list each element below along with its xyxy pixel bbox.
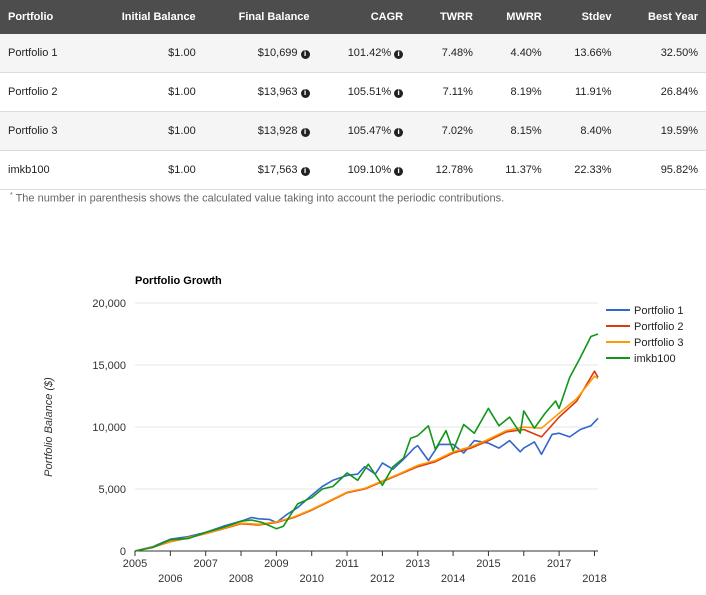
series-line-imkb100 <box>134 333 599 552</box>
series-line-portfolio-1 <box>134 417 599 552</box>
cell-cagr: 105.47% i <box>317 111 412 151</box>
cell-mwrr: 8.19% <box>480 72 550 112</box>
cell-portfolio-name: Portfolio 1 <box>0 34 86 73</box>
cell-stdev: 8.40% <box>549 111 620 151</box>
y-axis-label: Portfolio Balance ($) <box>43 377 55 477</box>
cell-stdev: 11.91% <box>549 72 620 112</box>
info-circle-icon[interactable]: i <box>394 128 404 137</box>
table-row: Portfolio 3 $1.00 $13,928 i 105.47% i 7.02… <box>0 111 706 151</box>
x-tick-label: 2016 <box>512 573 536 585</box>
cell-best-year: 19.59% <box>619 111 706 151</box>
results-table: Portfolio Initial Balance Final Balance … <box>0 0 706 190</box>
info-circle-icon[interactable]: i <box>394 50 404 59</box>
x-tick-label: 2006 <box>158 573 182 585</box>
x-tick-label: 2009 <box>264 558 288 570</box>
final-balance-value: $13,928 <box>257 125 298 137</box>
x-tick-label: 2005 <box>123 558 147 570</box>
table-row: imkb100 $1.00 $17,563 i 109.10% i 12.78% 1… <box>0 150 706 190</box>
cell-mwrr: 4.40% <box>480 34 550 73</box>
footnote-text: The number in parenthesis shows the calc… <box>12 192 505 205</box>
cell-initial-balance: $1.00 <box>85 34 204 73</box>
col-header-final-balance[interactable]: Final Balance <box>203 0 318 34</box>
cagr-value: 109.10% <box>347 164 392 176</box>
x-tick-label: 2013 <box>406 558 430 570</box>
x-tick-label: 2015 <box>476 558 500 570</box>
col-header-best-year[interactable]: Best Year <box>619 0 706 34</box>
table-header-row: Portfolio Initial Balance Final Balance … <box>0 0 706 34</box>
x-tick-label: 2012 <box>370 573 394 585</box>
cell-initial-balance: $1.00 <box>85 150 204 190</box>
info-circle-icon[interactable]: i <box>300 50 310 59</box>
cell-best-year: 32.50% <box>619 34 706 73</box>
col-header-mwrr[interactable]: MWRR <box>480 0 550 34</box>
cell-final-balance: $17,563 i <box>203 150 318 190</box>
legend-label-portfolio-2[interactable]: Portfolio 2 <box>634 321 684 333</box>
col-header-cagr[interactable]: CAGR <box>317 0 412 34</box>
cell-best-year: 95.82% <box>619 150 706 190</box>
footnote-marker: * <box>10 192 13 199</box>
cell-cagr: 101.42% i <box>317 34 412 73</box>
cell-portfolio-name: imkb100 <box>0 150 86 190</box>
cagr-value: 105.51% <box>347 86 392 98</box>
y-tick-label: 10,000 <box>92 422 126 434</box>
final-balance-value: $17,563 <box>257 164 298 176</box>
x-tick-label: 2018 <box>582 573 606 585</box>
cell-twrr: 7.11% <box>411 72 481 112</box>
portfolio-growth-chart: Portfolio Growth 0 5,000 10,000 15,000 20,000… <box>43 275 684 585</box>
chart-series <box>134 333 599 552</box>
x-tick-label: 2010 <box>299 573 323 585</box>
info-circle-icon[interactable]: i <box>300 128 310 137</box>
x-tick-label: 2011 <box>335 558 359 570</box>
cell-initial-balance: $1.00 <box>85 72 204 112</box>
x-tick-label: 2008 <box>229 573 253 585</box>
chart-axes: Portfolio Growth 0 5,000 10,000 15,000 20,000… <box>43 275 607 585</box>
cell-portfolio-name: Portfolio 3 <box>0 111 86 151</box>
legend-label-portfolio-3[interactable]: Portfolio 3 <box>634 337 684 349</box>
cell-stdev: 22.33% <box>549 150 620 190</box>
cell-mwrr: 8.15% <box>480 111 550 151</box>
final-balance-value: $10,699 <box>257 47 298 59</box>
table-row: Portfolio 2 $1.00 $13,963 i 105.51% i 7.11… <box>0 72 706 112</box>
col-header-stdev[interactable]: Stdev <box>549 0 620 34</box>
cell-cagr: 105.51% i <box>317 72 412 112</box>
info-circle-icon[interactable]: i <box>394 89 404 98</box>
cell-stdev: 13.66% <box>549 34 620 73</box>
x-tick-label: 2017 <box>547 558 571 570</box>
cell-twrr: 7.02% <box>411 111 481 151</box>
cagr-value: 105.47% <box>347 125 392 137</box>
info-circle-icon[interactable]: i <box>300 167 310 176</box>
cagr-value: 101.42% <box>347 47 392 59</box>
chart-legend[interactable]: Portfolio 1 Portfolio 2 Portfolio 3 imkb100 <box>606 305 684 365</box>
col-header-portfolio[interactable]: Portfolio <box>0 0 86 34</box>
cell-initial-balance: $1.00 <box>85 111 204 151</box>
y-tick-label: 20,000 <box>92 298 126 310</box>
y-tick-label: 15,000 <box>92 360 126 372</box>
series-line-portfolio-2 <box>134 370 599 552</box>
footnote: * The number in parenthesis shows the ca… <box>10 192 504 205</box>
cell-best-year: 26.84% <box>619 72 706 112</box>
x-tick-label: 2014 <box>441 573 465 585</box>
cell-final-balance: $13,928 i <box>203 111 318 151</box>
info-circle-icon[interactable]: i <box>394 167 404 176</box>
info-circle-icon[interactable]: i <box>300 89 310 98</box>
cell-twrr: 12.78% <box>411 150 481 190</box>
cell-twrr: 7.48% <box>411 34 481 73</box>
y-tick-label: 5,000 <box>98 484 126 496</box>
legend-label-imkb100[interactable]: imkb100 <box>634 353 676 365</box>
series-line-portfolio-3 <box>134 375 599 552</box>
cell-final-balance: $10,699 i <box>203 34 318 73</box>
y-tick-label: 0 <box>120 546 126 558</box>
cell-final-balance: $13,963 i <box>203 72 318 112</box>
cell-mwrr: 11.37% <box>480 150 550 190</box>
table-row: Portfolio 1 $1.00 $10,699 i 101.42% i 7.48… <box>0 34 706 73</box>
x-tick-label: 2007 <box>193 558 217 570</box>
final-balance-value: $13,963 <box>257 86 298 98</box>
cell-portfolio-name: Portfolio 2 <box>0 72 86 112</box>
cell-cagr: 109.10% i <box>317 150 412 190</box>
chart-title: Portfolio Growth <box>135 275 222 287</box>
legend-label-portfolio-1[interactable]: Portfolio 1 <box>634 305 684 317</box>
col-header-initial-balance[interactable]: Initial Balance <box>85 0 204 34</box>
col-header-twrr[interactable]: TWRR <box>411 0 481 34</box>
